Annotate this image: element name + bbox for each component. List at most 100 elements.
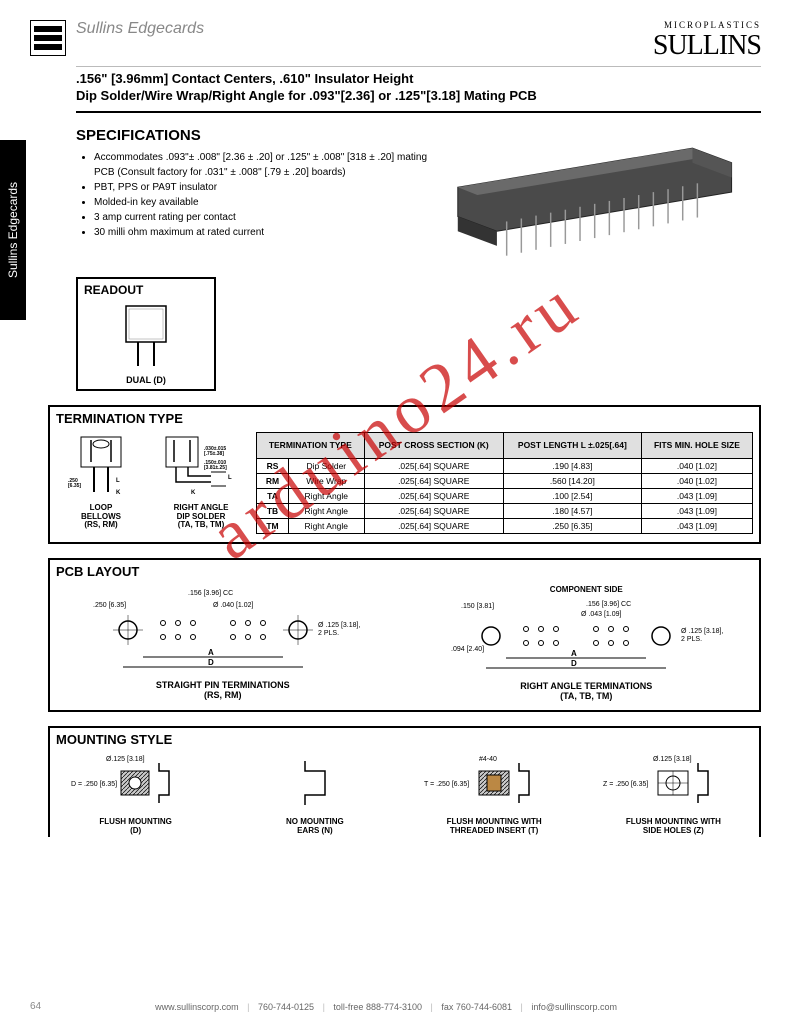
component-side-label: COMPONENT SIDE xyxy=(420,585,754,594)
table-row: RS Dip Solder .025[.64] SQUARE .190 [4.8… xyxy=(257,458,753,473)
table-cell: .250 [6.35] xyxy=(503,518,641,533)
header-row: Sullins Edgecards MICROPLASTICS SULLINS xyxy=(30,20,761,62)
mounting-flush-d: Ø.125 [3.18] D = .250 [6.35] FLUSH MOUNT… xyxy=(56,753,215,835)
brand-block: MICROPLASTICS SULLINS xyxy=(653,20,761,62)
termination-section: TERMINATION TYPE .250 [6.35] L K LOOP BE… xyxy=(48,405,761,544)
dim-label: 2 PLS. xyxy=(681,636,702,643)
table-cell: Wire Wrap xyxy=(289,473,365,488)
termination-heading: TERMINATION TYPE xyxy=(56,411,753,426)
side-tab: Sullins Edgecards xyxy=(0,140,26,320)
table-cell: TA xyxy=(257,488,289,503)
svg-text:A: A xyxy=(208,648,214,657)
table-cell: .025[.64] SQUARE xyxy=(364,488,503,503)
spec-item: Molded-in key available xyxy=(94,195,428,210)
mounting-label: FLUSH MOUNTING WITH SIDE HOLES (Z) xyxy=(594,817,753,835)
dim-label: Ø .125 [3.18], xyxy=(318,622,360,629)
table-row: RM Wire Wrap .025[.64] SQUARE .560 [14.2… xyxy=(257,473,753,488)
title-bar: .156" [3.96mm] Contact Centers, .610" In… xyxy=(76,66,761,113)
product-line: Sullins Edgecards xyxy=(76,20,653,38)
left-logo-icon xyxy=(30,20,66,56)
svg-text:D: D xyxy=(208,658,214,667)
table-header: POST CROSS SECTION (K) xyxy=(364,432,503,458)
table-cell: .025[.64] SQUARE xyxy=(364,458,503,473)
spec-item: 30 milli ohm maximum at rated current xyxy=(94,225,428,240)
table-cell: .040 [1.02] xyxy=(641,473,752,488)
table-cell: .043 [1.09] xyxy=(641,518,752,533)
table-cell: TM xyxy=(257,518,289,533)
dim-label: Z = .250 [6.35] xyxy=(603,781,648,788)
termination-table: TERMINATION TYPE POST CROSS SECTION (K) … xyxy=(256,432,753,534)
specifications-section: SPECIFICATIONS Accommodates .093"± .008"… xyxy=(76,127,761,267)
pcb-diagram-label: RIGHT ANGLE TERMINATIONS (TA, TB, TM) xyxy=(420,682,754,702)
mounting-heading: MOUNTING STYLE xyxy=(56,732,753,747)
table-cell: .043 [1.09] xyxy=(641,503,752,518)
table-cell: .560 [14.20] xyxy=(503,473,641,488)
dim-label: .250 [6.35] xyxy=(93,602,126,609)
mounting-sideholes: Ø.125 [3.18] Z = .250 [6.35] FLUSH MOUNT… xyxy=(594,753,753,835)
connector-image xyxy=(448,127,761,267)
svg-text:K: K xyxy=(191,490,196,496)
dim-label: [.75±.38] xyxy=(204,451,224,457)
table-cell: .043 [1.09] xyxy=(641,488,752,503)
pcb-rightangle-diagram: COMPONENT SIDE .150 [3.81] .156 [3.96] C… xyxy=(420,585,754,702)
table-header: TERMINATION TYPE xyxy=(257,432,365,458)
termination-diagram-label: RIGHT ANGLE DIP SOLDER (TA, TB, TM) xyxy=(156,504,246,530)
footer-phone: 760-744-0125 xyxy=(258,1002,314,1012)
dim-label: Ø.125 [3.18] xyxy=(653,756,692,763)
brand-main: SULLINS xyxy=(653,30,761,62)
dim-label: Ø .043 [1.09] xyxy=(581,611,622,618)
dim-label: 2 PLS. xyxy=(318,630,339,637)
readout-heading: READOUT xyxy=(84,283,208,297)
mounting-label: NO MOUNTING EARS (N) xyxy=(235,817,394,835)
pcb-straight-diagram: .156 [3.96] CC .250 [6.35] Ø .040 [1.02] xyxy=(56,585,390,702)
table-cell: Right Angle xyxy=(289,518,365,533)
svg-text:D: D xyxy=(571,659,577,668)
mounting-no-ears: NO MOUNTING EARS (N) xyxy=(235,753,394,835)
table-cell: .190 [4.83] xyxy=(503,458,641,473)
footer-email: info@sullinscorp.com xyxy=(531,1002,617,1012)
table-cell: Right Angle xyxy=(289,488,365,503)
spec-item: PBT, PPS or PA9T insulator xyxy=(94,180,428,195)
footer-web: www.sullinscorp.com xyxy=(155,1002,239,1012)
footer-tollfree: 888-774-3100 xyxy=(366,1002,422,1012)
pcb-heading: PCB LAYOUT xyxy=(56,564,753,579)
termination-diagram-loop: .250 [6.35] L K LOOP BELLOWS (RS, RM) xyxy=(56,432,146,530)
termination-diagram-label: LOOP BELLOWS (RS, RM) xyxy=(56,504,146,530)
table-cell: Right Angle xyxy=(289,503,365,518)
spec-item: Accommodates .093"± .008" [2.36 ± .20] o… xyxy=(94,150,428,180)
table-cell: TB xyxy=(257,503,289,518)
table-cell: .025[.64] SQUARE xyxy=(364,473,503,488)
svg-text:K: K xyxy=(116,490,121,496)
footer: 64 www.sullinscorp.com | 760-744-0125 | … xyxy=(30,1001,761,1012)
readout-diagram xyxy=(84,301,208,371)
table-cell: .040 [1.02] xyxy=(641,458,752,473)
pcb-diagram-label: STRAIGHT PIN TERMINATIONS (RS, RM) xyxy=(56,681,390,701)
readout-box: READOUT DUAL (D) xyxy=(76,277,216,391)
brand-sub: MICROPLASTICS xyxy=(653,20,761,30)
svg-text:A: A xyxy=(571,649,577,658)
mounting-label: FLUSH MOUNTING (D) xyxy=(56,817,215,835)
footer-tollfree-label: toll-free xyxy=(333,1002,363,1012)
svg-text:L: L xyxy=(228,475,232,481)
table-cell: Dip Solder xyxy=(289,458,365,473)
termination-diagram-rightangle: .030±.015 [.75±.38] .150±.010 [3.81±.25]… xyxy=(156,432,246,530)
mounting-section: MOUNTING STYLE Ø.125 [3.18] D = .250 [6.… xyxy=(48,726,761,837)
header-text-block: Sullins Edgecards xyxy=(66,20,653,38)
svg-text:L: L xyxy=(116,478,120,484)
table-header: POST LENGTH L ±.025[.64] xyxy=(503,432,641,458)
dim-label: .150 [3.81] xyxy=(461,603,494,610)
table-cell: .025[.64] SQUARE xyxy=(364,503,503,518)
table-row: TM Right Angle .025[.64] SQUARE .250 [6.… xyxy=(257,518,753,533)
readout-label: DUAL (D) xyxy=(84,375,208,385)
dim-label: Ø .040 [1.02] xyxy=(213,602,254,609)
title-line-1: .156" [3.96mm] Contact Centers, .610" In… xyxy=(76,71,761,88)
dim-label: D = .250 [6.35] xyxy=(71,781,117,788)
mounting-label: FLUSH MOUNTING WITH THREADED INSERT (T) xyxy=(415,817,574,835)
title-line-2: Dip Solder/Wire Wrap/Right Angle for .09… xyxy=(76,88,761,105)
specifications-list: Accommodates .093"± .008" [2.36 ± .20] o… xyxy=(76,150,428,240)
table-row: TA Right Angle .025[.64] SQUARE .100 [2.… xyxy=(257,488,753,503)
table-cell: .100 [2.54] xyxy=(503,488,641,503)
footer-fax-label: fax xyxy=(441,1002,453,1012)
table-header: FITS MIN. HOLE SIZE xyxy=(641,432,752,458)
table-header-row: TERMINATION TYPE POST CROSS SECTION (K) … xyxy=(257,432,753,458)
